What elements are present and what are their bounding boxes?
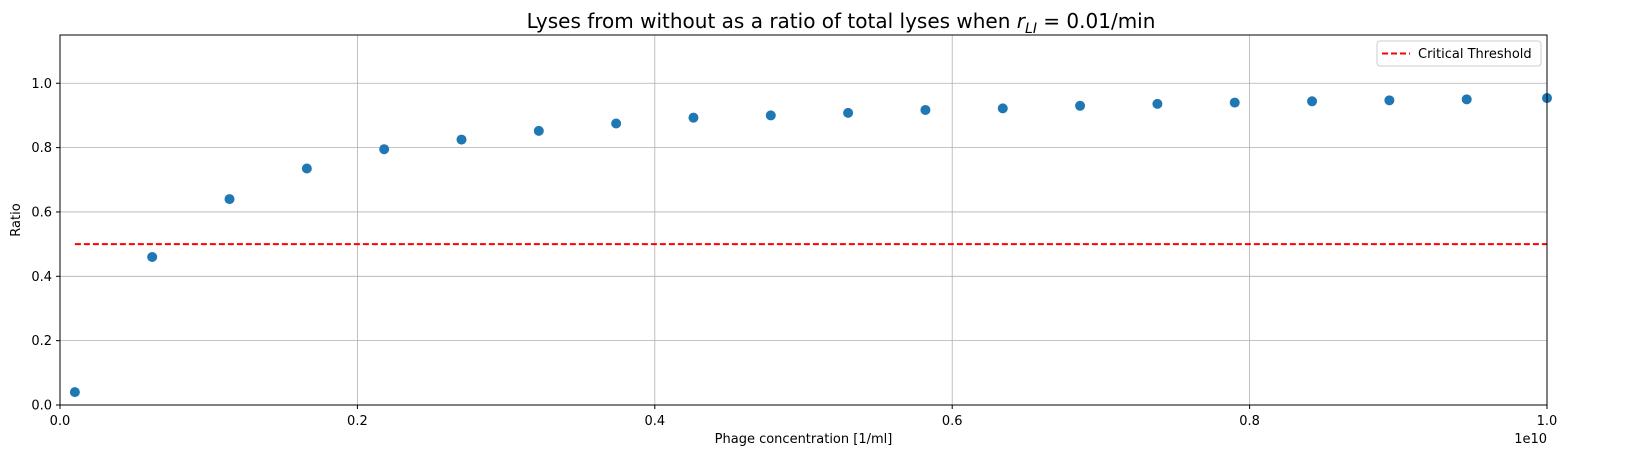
y-axis-ticks: 0.0 0.2 0.4 0.6 0.8 1.0 <box>31 77 60 414</box>
data-point-18 <box>1461 94 1472 105</box>
chart-title-suffix: = 0.01/min <box>1037 9 1155 33</box>
data-point-10 <box>843 107 854 118</box>
data-point-8 <box>688 112 699 123</box>
x-tick-label-0: 0.0 <box>50 414 71 429</box>
grid-layer <box>59 35 1548 406</box>
data-point-3 <box>301 163 312 174</box>
plot-frame <box>59 34 1548 406</box>
data-point-14 <box>1152 98 1163 109</box>
legend-box <box>1376 40 1542 67</box>
data-point-9 <box>765 110 776 121</box>
data-point-6 <box>533 125 544 136</box>
x-tick-label-2: 0.4 <box>644 414 665 429</box>
legend: Critical Threshold <box>1376 40 1542 67</box>
data-point-7 <box>611 118 622 129</box>
chart-title-math-sub: LI <box>1025 21 1037 37</box>
y-axis-label: Ratio <box>9 203 24 236</box>
x-axis-ticks: 0.0 0.2 0.4 0.6 0.8 1.0 <box>50 405 1558 429</box>
data-point-15 <box>1229 97 1240 108</box>
y-tick-label-5: 1.0 <box>31 77 52 92</box>
data-point-12 <box>997 103 1008 114</box>
data-point-2 <box>224 194 235 205</box>
chart-title: Lyses from without as a ratio of total l… <box>527 9 1156 37</box>
chart-title-math-var: r <box>1017 9 1027 33</box>
legend-threshold-label: Critical Threshold <box>1418 47 1532 62</box>
data-point-17 <box>1384 95 1395 106</box>
y-tick-label-4: 0.8 <box>31 141 52 156</box>
data-point-16 <box>1307 96 1318 107</box>
x-tick-label-3: 0.6 <box>942 414 963 429</box>
data-point-1 <box>147 252 158 262</box>
data-point-13 <box>1075 100 1086 111</box>
x-tick-label-5: 1.0 <box>1537 414 1558 429</box>
x-tick-label-4: 0.8 <box>1239 414 1260 429</box>
x-axis-label: Phage concentration [1/ml] <box>715 432 893 447</box>
data-point-0 <box>69 387 80 398</box>
y-tick-label-3: 0.6 <box>31 205 52 220</box>
x-tick-label-1: 0.2 <box>347 414 368 429</box>
y-tick-label-1: 0.2 <box>31 334 52 349</box>
points-layer <box>69 93 1552 398</box>
chart-title-prefix: Lyses from without as a ratio of total l… <box>527 9 1017 33</box>
data-point-5 <box>456 134 467 145</box>
x-axis-offset-label: 1e10 <box>1514 432 1547 447</box>
data-point-4 <box>379 144 390 155</box>
y-tick-label-0: 0.0 <box>31 399 52 414</box>
data-point-11 <box>920 104 931 115</box>
y-tick-label-2: 0.4 <box>31 270 52 285</box>
